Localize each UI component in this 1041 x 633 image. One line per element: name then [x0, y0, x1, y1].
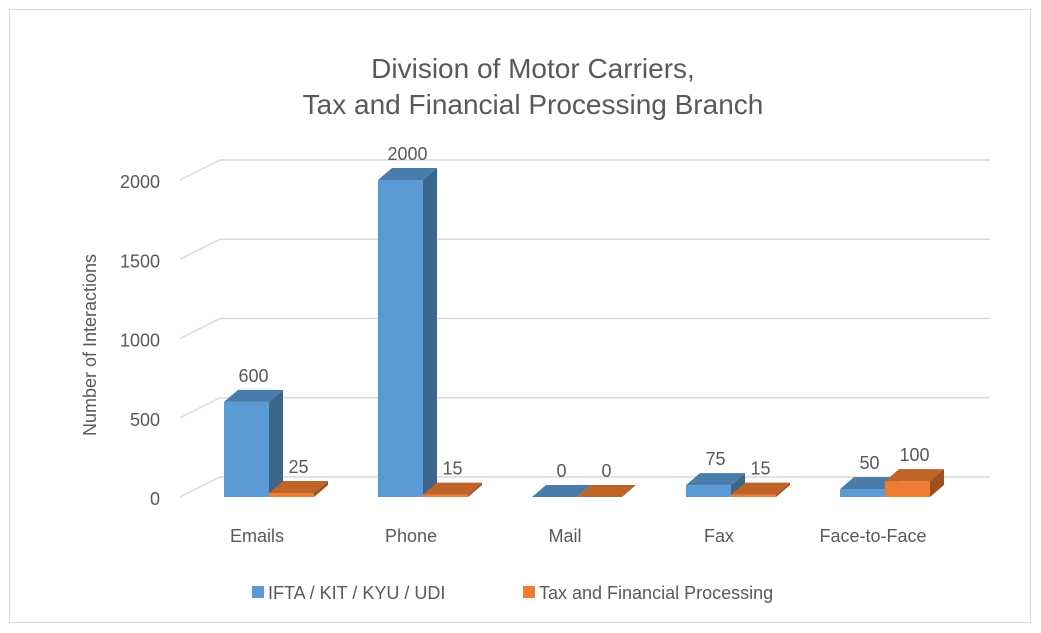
chart-border: [9, 9, 1031, 623]
bar: [224, 389, 283, 497]
grid-line: [179, 317, 221, 340]
bar-front: [224, 401, 269, 497]
bar-front: [269, 493, 314, 497]
bar-top: [532, 485, 591, 497]
grid-line: [179, 159, 221, 181]
bar-top: [686, 473, 745, 486]
y-tick-label: 500: [130, 410, 160, 430]
value-label: 0: [556, 461, 566, 481]
value-label: 2000: [387, 144, 427, 164]
y-tick-label: 1500: [120, 251, 160, 271]
y-tick-label: 2000: [120, 172, 160, 192]
y-tick-label: 0: [150, 489, 160, 509]
bar-front: [423, 494, 468, 497]
value-label: 100: [899, 445, 929, 465]
chart-title: Tax and Financial Processing Branch: [303, 89, 764, 120]
bar-front: [885, 481, 930, 497]
value-label: 50: [859, 453, 879, 473]
bar-side: [269, 389, 283, 497]
grid-line: [179, 397, 221, 419]
bar-top: [269, 481, 328, 494]
value-label: 15: [442, 459, 462, 479]
bar-side: [423, 168, 437, 497]
value-label: 75: [705, 449, 725, 469]
legend-swatch: [523, 586, 535, 598]
bar-top: [378, 168, 437, 180]
value-label: 600: [238, 366, 268, 386]
bar-side: [776, 482, 790, 497]
x-tick-label: Fax: [704, 526, 734, 546]
bar-top: [840, 477, 899, 490]
grid-line: [179, 238, 221, 260]
bar-top: [885, 469, 944, 482]
grid-line: [179, 476, 221, 498]
bar: [269, 481, 328, 497]
bar: [577, 485, 636, 497]
x-tick-label: Face-to-Face: [819, 526, 926, 546]
bar: [686, 473, 745, 497]
value-label: 15: [750, 459, 770, 479]
chart-title: Division of Motor Carriers,: [371, 53, 695, 84]
legend-label: Tax and Financial Processing: [539, 583, 773, 603]
bar-top: [577, 485, 636, 497]
bar-front: [840, 489, 885, 497]
value-label: 25: [288, 457, 308, 477]
bar-top: [224, 389, 283, 402]
bar-front: [731, 494, 776, 497]
bar-top: [423, 482, 482, 495]
x-tick-label: Mail: [548, 526, 581, 546]
bar: [532, 485, 591, 497]
y-axis-label: Number of Interactions: [80, 254, 100, 436]
bar: [885, 469, 944, 497]
bar: [378, 168, 437, 497]
bar-side: [314, 481, 328, 497]
bar-top: [731, 482, 790, 495]
bar-side: [930, 469, 944, 497]
value-label: 0: [601, 461, 611, 481]
bar-front: [686, 485, 731, 497]
bar-side: [731, 473, 745, 497]
x-tick-label: Phone: [385, 526, 437, 546]
bar: [423, 482, 482, 497]
y-tick-label: 1000: [120, 331, 160, 351]
legend-label: IFTA / KIT / KYU / UDI: [268, 583, 445, 603]
legend-swatch: [252, 586, 264, 598]
bar-front: [378, 180, 423, 497]
x-tick-label: Emails: [230, 526, 284, 546]
bar-side: [468, 482, 482, 497]
bar: [731, 482, 790, 497]
